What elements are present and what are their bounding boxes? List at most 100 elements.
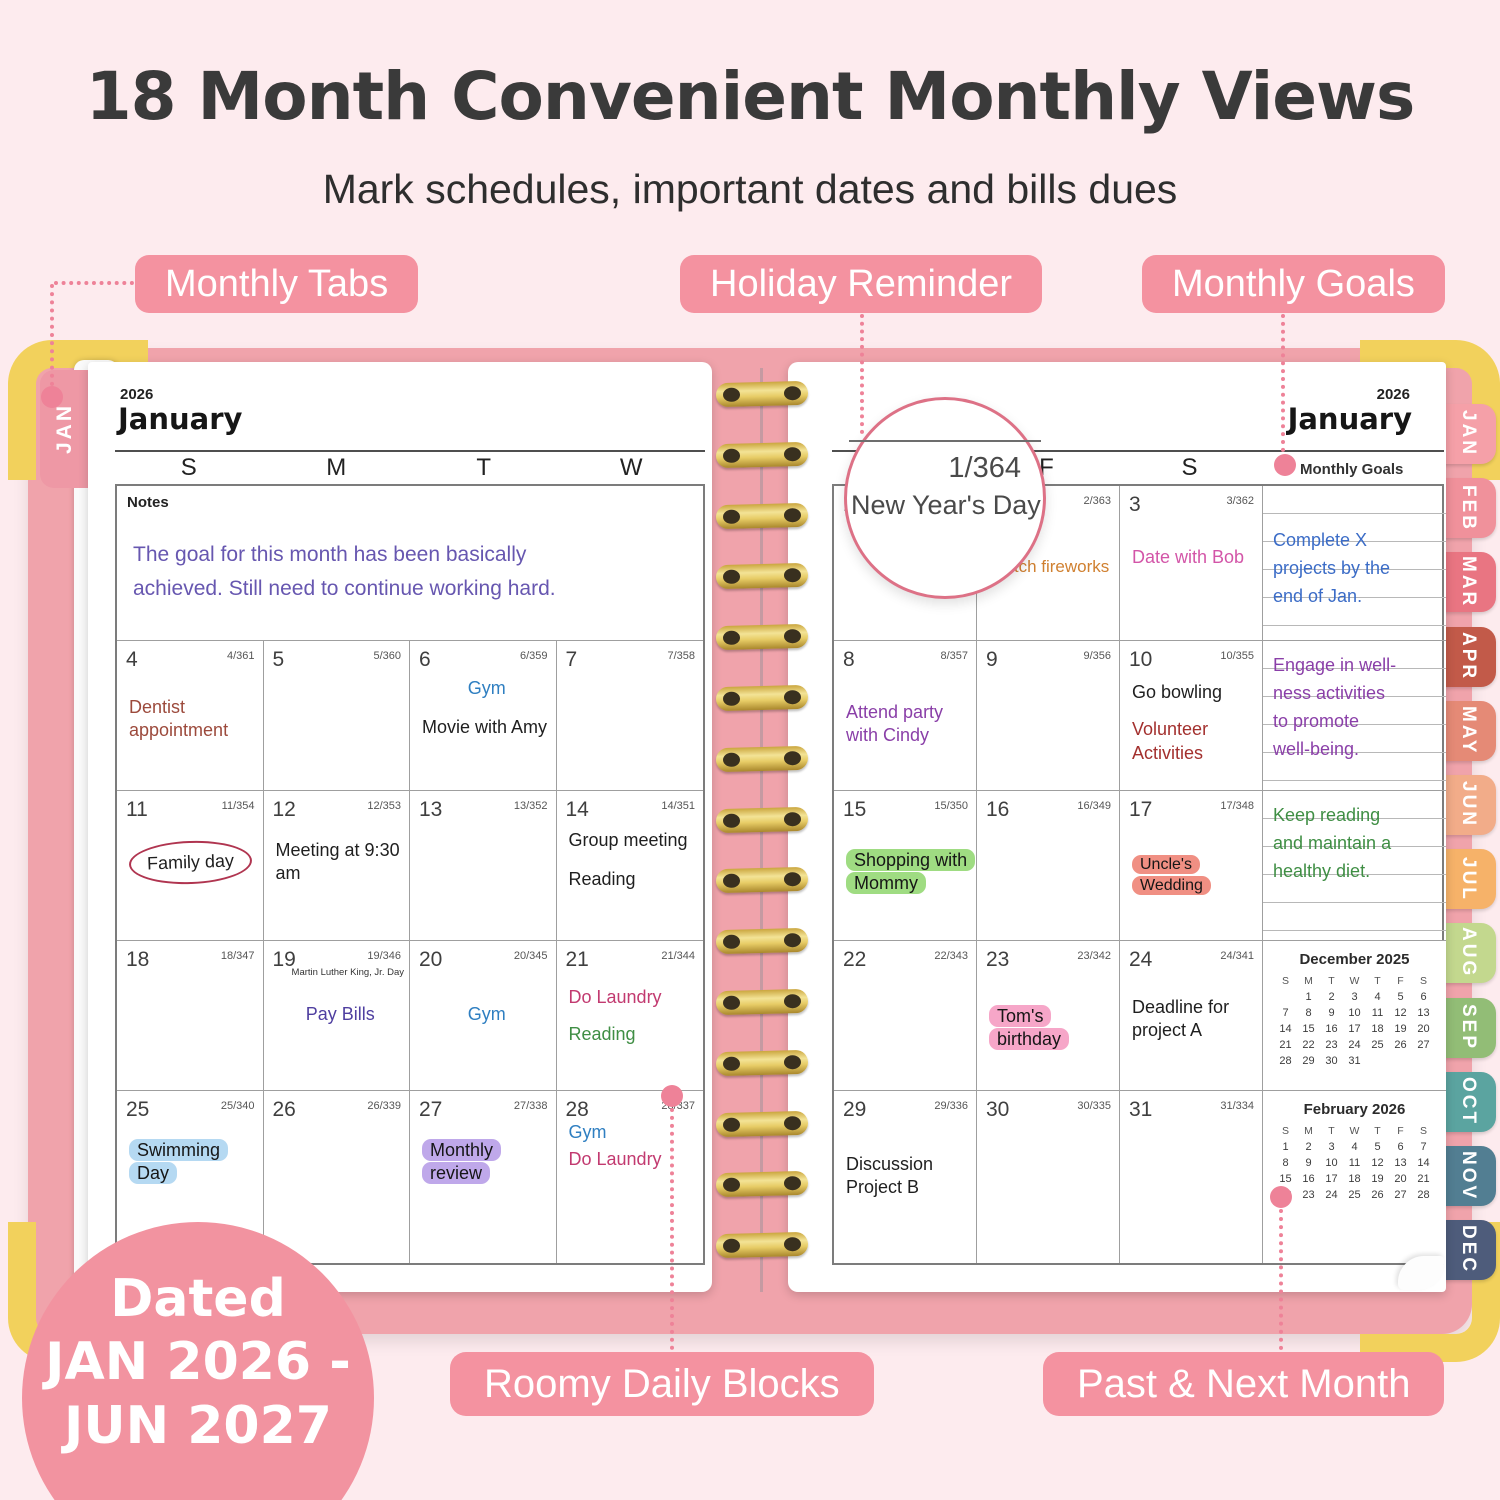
notes-line: The goal for this month has been basical… (133, 543, 527, 566)
mini-calendar-day: 10 (1348, 1007, 1361, 1019)
day-number: 6 (419, 648, 431, 671)
magnifier-julian-date: 1/364 (948, 452, 1021, 484)
julian-date: 24/341 (1220, 950, 1254, 962)
ring-hole-left (722, 1238, 741, 1254)
notes-line: achieved. Still need to continue working… (133, 576, 556, 600)
side-tab-label: SEP (1458, 1004, 1479, 1052)
day-event-text: Monthly review (422, 1139, 502, 1185)
spiral-ring (715, 866, 809, 894)
day-cell: 30 30/335 (977, 1091, 1120, 1263)
day-event: Gym (422, 1003, 552, 1026)
julian-date: 13/352 (513, 800, 548, 812)
side-tab-label: JUN (1458, 781, 1479, 829)
julian-date: 10/355 (1220, 650, 1254, 662)
left-page-year: 2026 (120, 386, 154, 403)
day-event: Gym (422, 677, 552, 700)
mini-calendar-day: 2 (1328, 991, 1335, 1003)
side-tab-apr: APR (1440, 627, 1496, 687)
day-number: 28 (565, 1098, 589, 1121)
julian-date: 21/344 (661, 950, 695, 962)
spiral-ring (715, 623, 809, 651)
julian-date: 9/356 (1083, 650, 1111, 662)
day-event-text: Pay Bills (305, 1004, 375, 1024)
mini-calendar-week: 1 2 3 4 5 6 7 (1274, 1139, 1435, 1155)
day-events: Monthly review (422, 1139, 552, 1186)
day-event: Pay Bills (276, 1003, 406, 1026)
mini-calendar-day: 1 (1305, 991, 1312, 1003)
mini-calendar-week: 8 9 10 11 12 13 14 (1274, 1155, 1435, 1171)
julian-date: 16/349 (1077, 800, 1111, 812)
day-cell: 11 11/354 Family day (117, 791, 264, 941)
spiral-ring (715, 1170, 809, 1198)
mini-calendar-day: 16 (1325, 1023, 1338, 1035)
day-event: Do Laundry (569, 1148, 700, 1171)
spiral-ring (715, 502, 809, 530)
mini-calendar-day: 31 (1348, 1055, 1361, 1067)
left-calendar-grid: Notes The goal for this month has been ba… (115, 484, 705, 1265)
ring-hole-right (783, 507, 802, 523)
day-event: Go bowling (1132, 681, 1258, 704)
holiday-magnifier-circle: 1/364 New Year's Day (844, 397, 1046, 599)
day-number: 21 (565, 948, 589, 971)
day-number: 18 (126, 948, 150, 971)
left-header-rule (115, 450, 705, 452)
goal-entry-line: healthy diet. (1273, 861, 1371, 881)
day-event-text: Do Laundry (568, 1149, 662, 1170)
mini-calendar-dow: W (1349, 1125, 1360, 1137)
goal-entry-line: ness activities (1273, 683, 1386, 703)
side-tab-sep: SEP (1440, 998, 1496, 1058)
ring-hole-left (722, 569, 741, 585)
day-event-text: Do Laundry (568, 987, 662, 1007)
mini-calendar-day: 19 (1394, 1023, 1407, 1035)
side-tab-label: JAN (1458, 410, 1479, 458)
day-event: Meeting at 9:30 am (276, 839, 406, 886)
julian-date: 15/350 (934, 800, 968, 812)
day-event-text: Reading (568, 1024, 636, 1045)
day-cell: 24 24/341 Deadline for project A (1120, 941, 1263, 1091)
callout-past-next-month: Past & Next Month (1043, 1352, 1445, 1416)
day-cell: 15 15/350 Shopping with Mommy (834, 791, 977, 941)
mini-calendar-day: 8 (1282, 1157, 1289, 1169)
side-tab-jun: JUN (1440, 775, 1496, 835)
day-events: Dentist appointment (129, 696, 259, 743)
mini-calendar-day: 13 (1417, 1007, 1430, 1019)
day-number: 12 (272, 798, 296, 821)
mini-calendar-day: 21 (1279, 1039, 1292, 1051)
day-number: 20 (419, 948, 443, 971)
mini-calendar: S M T W T F S 1 2 3 4 5 6 7 8 9 10 11 12 13 14 15 16 17 18 19 20 21… (1274, 1123, 1435, 1203)
mini-calendar-day: 12 (1394, 1007, 1407, 1019)
mini-calendar-day: 14 (1417, 1157, 1430, 1169)
day-number: 27 (419, 1098, 443, 1121)
day-number: 30 (986, 1098, 1010, 1121)
mini-calendar-dow: M (1304, 975, 1313, 987)
day-number: 11 (126, 798, 148, 821)
side-tab-label: DEC (1458, 1225, 1479, 1275)
mini-calendar-week: 28 29 30 31 (1274, 1053, 1435, 1069)
day-cell: 12 12/353 Meeting at 9:30 am (263, 791, 410, 941)
side-tab-dec: DEC (1440, 1220, 1496, 1280)
day-number: 23 (986, 948, 1010, 971)
ring-hole-right (783, 811, 802, 827)
mini-calendar-day: 17 (1325, 1173, 1338, 1185)
julian-date: 27/338 (513, 1100, 548, 1112)
mini-calendar-dow: M (1304, 1125, 1313, 1137)
day-event-text: Volunteer Activities (1132, 719, 1209, 763)
day-cell: 3 3/362 Date with Bob (1120, 486, 1263, 641)
dow-letter: S (180, 454, 197, 481)
day-cell: 9 9/356 (977, 641, 1120, 791)
mini-calendar-day: 28 (1417, 1189, 1430, 1201)
mini-calendar-day: 3 (1328, 1141, 1335, 1153)
mini-calendar-day: 25 (1348, 1189, 1361, 1201)
spiral-ring (715, 562, 809, 590)
day-event: Movie with Amy (422, 716, 552, 739)
day-event: Date with Bob (1132, 546, 1258, 569)
magnifier-holiday-name: New Year's Day (851, 490, 1041, 520)
julian-date: 30/335 (1077, 1100, 1111, 1112)
day-event: Dentist appointment (129, 696, 259, 743)
julian-date: 4/361 (226, 650, 255, 662)
day-event-text: Meeting at 9:30 am (275, 840, 400, 884)
julian-date: 22/343 (934, 950, 968, 962)
